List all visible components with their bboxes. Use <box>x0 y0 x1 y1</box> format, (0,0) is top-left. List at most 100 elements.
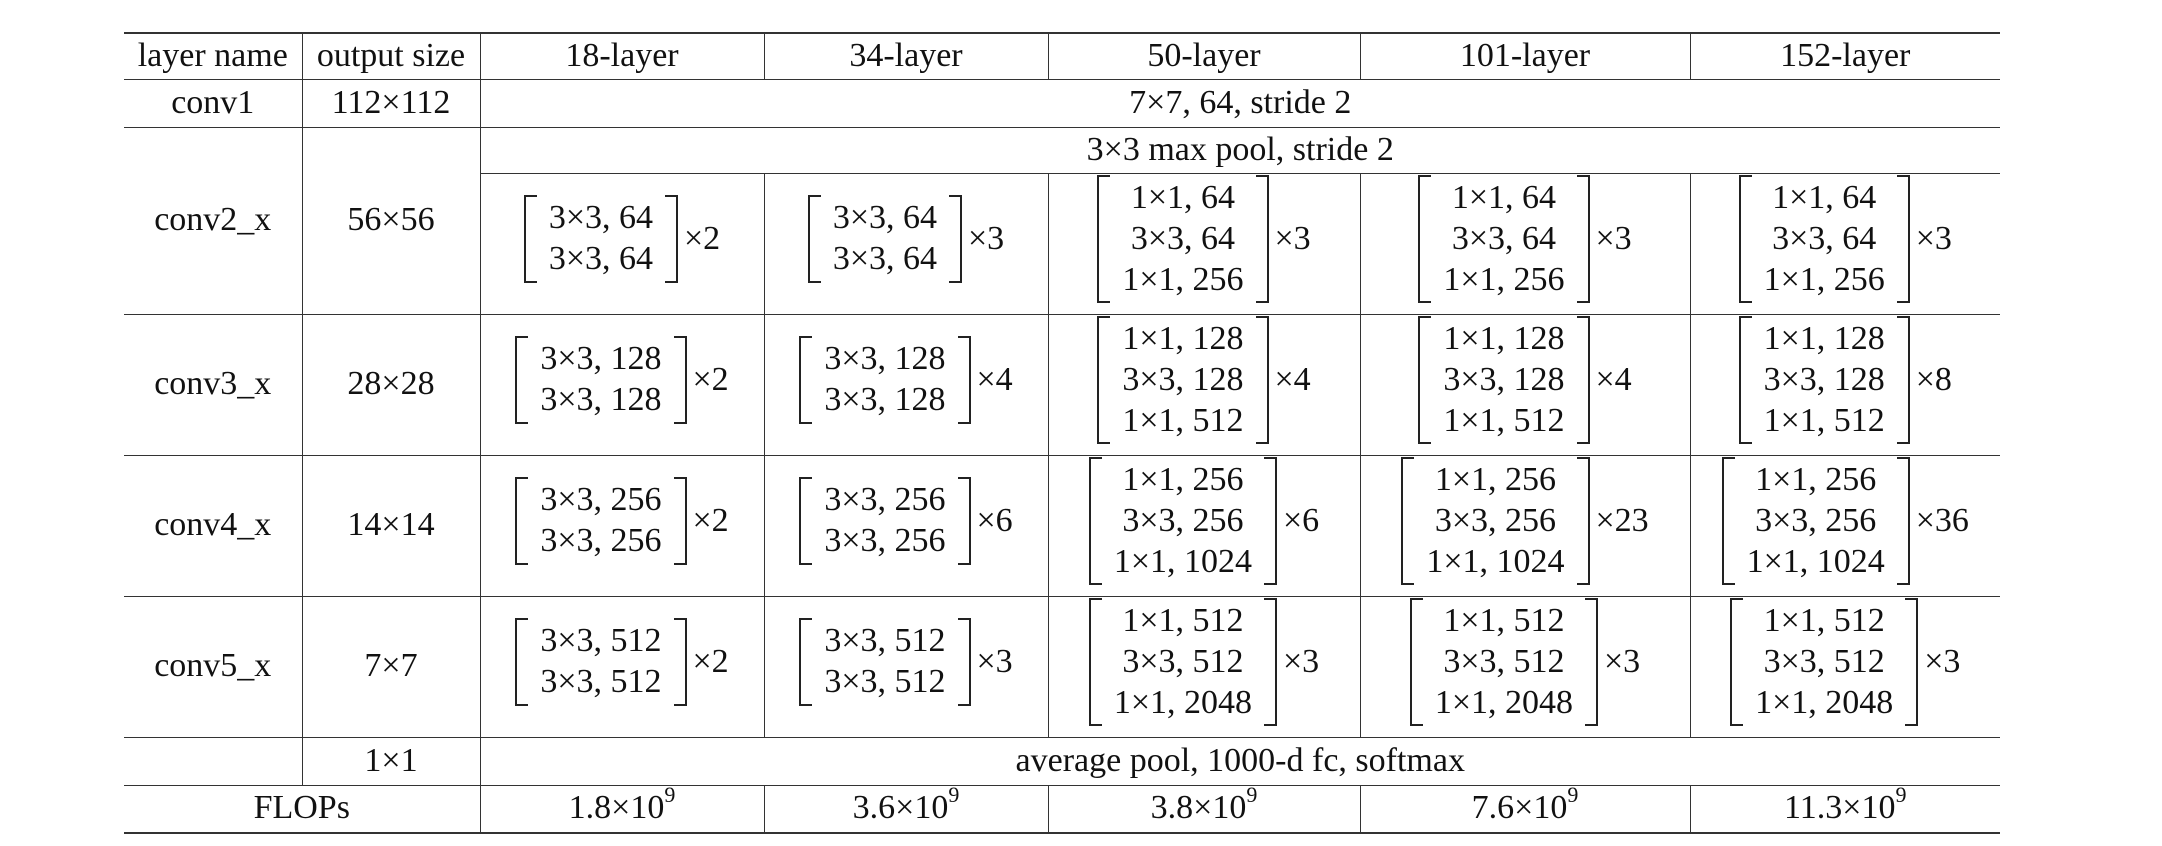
right-bracket <box>1576 456 1590 586</box>
block-layer: 1×1, 2048 <box>1755 683 1894 721</box>
flops-mantissa: 3.8×10 <box>1150 789 1247 827</box>
block-layers: 1×1, 128 3×3, 128 1×1, 512 <box>1431 316 1576 444</box>
right-bracket <box>1255 315 1269 445</box>
conv1-spec: 7×7, 64, stride 2 <box>479 78 2000 127</box>
block-multiplier: ×2 <box>692 360 729 398</box>
block-multiplier: ×4 <box>1274 360 1311 398</box>
resnet-architecture-table: layer name output size 18-layer 34-layer… <box>124 32 2000 834</box>
block-cell: 1×1, 64 3×3, 64 1×1, 256 ×3 <box>1689 172 2000 314</box>
right-bracket <box>673 618 687 706</box>
left-bracket <box>799 618 813 706</box>
block-matrix: 1×1, 64 3×3, 64 1×1, 256 <box>1738 174 1910 304</box>
block-layer: 1×1, 1024 <box>1746 542 1885 580</box>
flops-50-layer: 3.8×109 <box>1047 782 1361 834</box>
right-bracket <box>665 195 678 283</box>
block-cell: 1×1, 64 3×3, 64 1×1, 256 ×3 <box>1359 172 1691 314</box>
right-bracket <box>957 618 971 706</box>
block-layers: 3×3, 256 3×3, 256 <box>528 477 673 565</box>
building-block: 1×1, 512 3×3, 512 1×1, 2048 ×3 <box>1088 597 1319 727</box>
block-layer: 1×1, 64 <box>1772 178 1877 216</box>
header-output-size: output size <box>301 32 481 79</box>
right-bracket <box>1896 315 1910 445</box>
block-cell: 3×3, 256 3×3, 256 ×6 <box>763 454 1049 596</box>
header-34-layer: 34-layer <box>763 32 1049 79</box>
block-multiplier: ×2 <box>692 642 729 680</box>
block-layer: 1×1, 256 <box>1755 460 1877 498</box>
building-block: 1×1, 128 3×3, 128 1×1, 512 ×4 <box>1418 315 1632 445</box>
block-matrix: 1×1, 64 3×3, 64 1×1, 256 <box>1097 174 1269 304</box>
block-matrix: 1×1, 256 3×3, 256 1×1, 1024 <box>1721 456 1910 586</box>
flops-152-layer: 11.3×109 <box>1689 784 2000 834</box>
block-layer: 1×1, 1024 <box>1426 542 1565 580</box>
block-layer: 1×1, 512 <box>1763 601 1885 639</box>
block-layers: 1×1, 128 3×3, 128 1×1, 512 <box>1110 316 1255 444</box>
block-layer: 3×3, 256 <box>1122 501 1244 539</box>
right-bracket <box>957 336 971 424</box>
block-multiplier: ×6 <box>976 501 1013 539</box>
building-block: 1×1, 64 3×3, 64 1×1, 256 ×3 <box>1738 174 1952 304</box>
building-block: 1×1, 128 3×3, 128 1×1, 512 ×4 <box>1097 315 1311 445</box>
block-layer: 1×1, 512 <box>1443 601 1565 639</box>
block-layer: 3×3, 64 <box>832 240 937 278</box>
block-layer: 1×1, 256 <box>1122 460 1244 498</box>
flops-exponent: 9 <box>1246 782 1258 808</box>
block-matrix: 3×3, 128 3×3, 128 <box>515 336 687 424</box>
header-101-layer: 101-layer <box>1359 32 1691 79</box>
block-layers: 1×1, 256 3×3, 256 1×1, 1024 <box>1102 457 1264 585</box>
block-layer: 1×1, 128 <box>1763 319 1885 357</box>
block-layers: 3×3, 128 3×3, 128 <box>528 336 673 424</box>
right-bracket <box>1576 315 1590 445</box>
block-layer: 3×3, 512 <box>824 663 946 701</box>
block-cell: 1×1, 128 3×3, 128 1×1, 512 ×4 <box>1359 313 1691 455</box>
left-bracket <box>1088 456 1102 586</box>
block-layer: 1×1, 128 <box>1443 319 1565 357</box>
fc-name <box>124 736 303 785</box>
block-layers: 1×1, 256 3×3, 256 1×1, 1024 <box>1735 457 1897 585</box>
block-matrix: 1×1, 256 3×3, 256 1×1, 1024 <box>1088 456 1277 586</box>
conv4-output-size: 14×14 <box>301 454 481 596</box>
block-layer: 3×3, 256 <box>1755 501 1877 539</box>
block-matrix: 1×1, 64 3×3, 64 1×1, 256 <box>1418 174 1590 304</box>
block-cell: 3×3, 128 3×3, 128 ×4 <box>763 313 1049 455</box>
conv2-name: conv2_x <box>124 126 303 314</box>
conv1-row: conv1 112×112 7×7, 64, stride 2 <box>124 78 2000 127</box>
block-layer: 3×3, 64 <box>832 199 937 237</box>
right-bracket <box>1905 597 1919 727</box>
block-layer: 3×3, 64 <box>1130 219 1235 257</box>
conv4-row: conv4_x 14×14 3×3, 256 3×3, 256 ×2 3×3, 25… <box>124 454 2000 596</box>
left-bracket <box>1738 174 1752 304</box>
block-multiplier: ×4 <box>1595 360 1632 398</box>
right-bracket <box>1264 597 1277 727</box>
right-bracket <box>1264 456 1277 586</box>
block-cell: 1×1, 256 3×3, 256 1×1, 1024 ×23 <box>1359 454 1691 596</box>
block-layer: 1×1, 64 <box>1130 178 1235 216</box>
block-layer: 3×3, 512 <box>540 622 662 660</box>
conv5-name: conv5_x <box>124 595 303 737</box>
block-layers: 1×1, 512 3×3, 512 1×1, 2048 <box>1423 598 1585 726</box>
block-layers: 1×1, 64 3×3, 64 1×1, 256 <box>1110 175 1255 303</box>
block-matrix: 3×3, 512 3×3, 512 <box>515 618 687 706</box>
building-block: 3×3, 256 3×3, 256 ×6 <box>799 477 1013 565</box>
conv1-output-size: 112×112 <box>301 78 481 127</box>
building-block: 3×3, 256 3×3, 256 ×2 <box>515 477 729 565</box>
block-cell: 1×1, 64 3×3, 64 1×1, 256 ×3 <box>1047 172 1361 314</box>
block-layers: 3×3, 512 3×3, 512 <box>812 618 957 706</box>
block-layers: 1×1, 256 3×3, 256 1×1, 1024 <box>1414 457 1576 585</box>
block-layer: 3×3, 64 <box>1772 219 1877 257</box>
building-block: 3×3, 512 3×3, 512 ×3 <box>799 618 1013 706</box>
building-block: 3×3, 64 3×3, 64 ×2 <box>523 195 721 283</box>
left-bracket <box>1418 174 1432 304</box>
left-bracket <box>1088 597 1102 727</box>
block-layer: 3×3, 512 <box>1122 642 1244 680</box>
block-layer: 3×3, 128 <box>1443 360 1565 398</box>
block-layer: 3×3, 256 <box>1434 501 1556 539</box>
block-layers: 1×1, 64 3×3, 64 1×1, 256 <box>1431 175 1576 303</box>
header-152-layer: 152-layer <box>1689 32 2000 79</box>
header-18-layer: 18-layer <box>479 32 765 79</box>
block-multiplier: ×3 <box>1274 219 1311 257</box>
block-multiplier: ×2 <box>684 219 721 257</box>
left-bracket <box>1738 315 1752 445</box>
right-bracket <box>949 195 962 283</box>
left-bracket <box>1097 174 1111 304</box>
